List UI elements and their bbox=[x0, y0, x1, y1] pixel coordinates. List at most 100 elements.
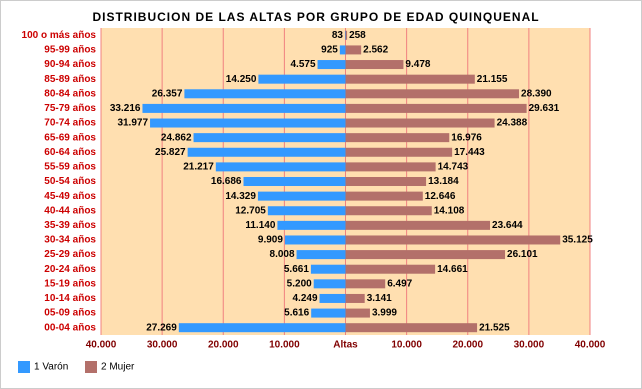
value-label: 21.155 bbox=[477, 74, 508, 85]
x-tick-label: 40.000 bbox=[575, 340, 606, 351]
bar bbox=[258, 74, 346, 84]
legend-swatch bbox=[85, 361, 97, 373]
x-tick-label: 10.000 bbox=[269, 340, 300, 351]
value-label: 6.497 bbox=[387, 278, 412, 289]
bar bbox=[296, 250, 346, 260]
value-label: 14.108 bbox=[434, 205, 465, 216]
bar bbox=[345, 162, 436, 172]
value-label: 5.200 bbox=[287, 278, 312, 289]
value-label: 27.269 bbox=[146, 322, 177, 333]
y-tick-label: 100 o más años bbox=[22, 30, 97, 41]
value-label: 14.329 bbox=[225, 191, 256, 202]
y-tick-label: 15-19 años bbox=[44, 278, 96, 289]
value-label: 258 bbox=[349, 30, 366, 41]
value-label: 23.644 bbox=[492, 220, 523, 231]
value-label: 5.616 bbox=[284, 308, 309, 319]
y-tick-label: 30-34 años bbox=[44, 235, 96, 246]
y-tick-label: 55-59 años bbox=[44, 162, 96, 173]
value-label: 12.705 bbox=[235, 205, 266, 216]
bar bbox=[345, 308, 370, 318]
legend-label: 2 Mujer bbox=[101, 362, 135, 373]
y-tick-label: 85-89 años bbox=[44, 74, 96, 85]
y-tick-label: 75-79 años bbox=[44, 103, 96, 114]
bar bbox=[345, 264, 436, 274]
value-label: 26.357 bbox=[152, 88, 183, 99]
bar bbox=[345, 206, 432, 216]
y-tick-label: 25-29 años bbox=[44, 249, 96, 260]
value-label: 9.478 bbox=[405, 59, 430, 70]
value-label: 24.862 bbox=[161, 132, 192, 143]
bar bbox=[345, 103, 527, 113]
legend-swatch bbox=[18, 361, 30, 373]
value-label: 17.443 bbox=[454, 147, 485, 158]
bar bbox=[187, 147, 346, 157]
x-tick-label: 20.000 bbox=[452, 340, 483, 351]
value-label: 35.125 bbox=[562, 235, 593, 246]
x-tick-label: 30.000 bbox=[514, 340, 545, 351]
y-tick-label: 50-54 años bbox=[44, 176, 96, 187]
value-label: 33.216 bbox=[110, 103, 141, 114]
value-label: 16.686 bbox=[211, 176, 242, 187]
y-tick-label: 00-04 años bbox=[44, 322, 96, 333]
y-tick-label: 80-84 años bbox=[44, 88, 96, 99]
chart-title: DISTRIBUCION DE LAS ALTAS POR GRUPO DE E… bbox=[92, 10, 539, 24]
legend-label: 1 Varón bbox=[34, 362, 68, 373]
bar bbox=[150, 118, 346, 128]
y-tick-label: 40-44 años bbox=[44, 205, 96, 216]
value-label: 3.141 bbox=[367, 293, 392, 304]
y-tick-label: 05-09 años bbox=[44, 308, 96, 319]
y-tick-label: 20-24 años bbox=[44, 264, 96, 275]
value-label: 2.562 bbox=[363, 45, 388, 56]
bar bbox=[345, 45, 362, 55]
value-label: 25.827 bbox=[155, 147, 186, 158]
bar bbox=[184, 89, 346, 99]
x-tick-label: 40.000 bbox=[86, 340, 117, 351]
bar bbox=[215, 162, 346, 172]
value-label: 21.217 bbox=[183, 162, 214, 173]
value-label: 28.390 bbox=[521, 88, 552, 99]
y-tick-label: 45-49 años bbox=[44, 191, 96, 202]
y-tick-label: 10-14 años bbox=[44, 293, 96, 304]
bar bbox=[277, 220, 346, 230]
value-label: 925 bbox=[321, 45, 338, 56]
bar bbox=[319, 293, 346, 303]
y-tick-label: 60-64 años bbox=[44, 147, 96, 158]
value-label: 31.977 bbox=[117, 118, 148, 129]
bar bbox=[339, 45, 346, 55]
value-label: 14.743 bbox=[438, 162, 469, 173]
value-label: 21.525 bbox=[479, 322, 510, 333]
value-label: 4.249 bbox=[292, 293, 317, 304]
bar bbox=[311, 308, 346, 318]
value-label: 8.008 bbox=[270, 249, 295, 260]
value-label: 9.909 bbox=[258, 235, 283, 246]
bar bbox=[345, 235, 561, 245]
bar bbox=[313, 279, 346, 289]
value-label: 24.388 bbox=[497, 118, 528, 129]
bar bbox=[317, 60, 346, 70]
x-tick-label: Altas bbox=[333, 340, 358, 351]
value-label: 4.575 bbox=[291, 59, 316, 70]
bar bbox=[257, 191, 346, 201]
bar bbox=[345, 250, 506, 260]
value-label: 3.999 bbox=[372, 308, 397, 319]
x-tick-label: 20.000 bbox=[208, 340, 239, 351]
bar bbox=[344, 30, 346, 40]
y-tick-label: 90-94 años bbox=[44, 59, 96, 70]
bar bbox=[345, 118, 495, 128]
value-label: 13.184 bbox=[428, 176, 459, 187]
value-label: 16.976 bbox=[451, 132, 482, 143]
bar bbox=[310, 264, 346, 274]
bar bbox=[345, 293, 365, 303]
value-label: 12.646 bbox=[425, 191, 456, 202]
bar bbox=[178, 323, 346, 333]
bar bbox=[193, 133, 346, 143]
bar bbox=[267, 206, 346, 216]
x-tick-label: 10.000 bbox=[391, 340, 422, 351]
value-label: 29.631 bbox=[529, 103, 560, 114]
bar bbox=[345, 74, 475, 84]
bar bbox=[243, 177, 346, 186]
value-label: 5.661 bbox=[284, 264, 309, 275]
value-label: 14.661 bbox=[437, 264, 468, 275]
bar bbox=[345, 177, 427, 186]
